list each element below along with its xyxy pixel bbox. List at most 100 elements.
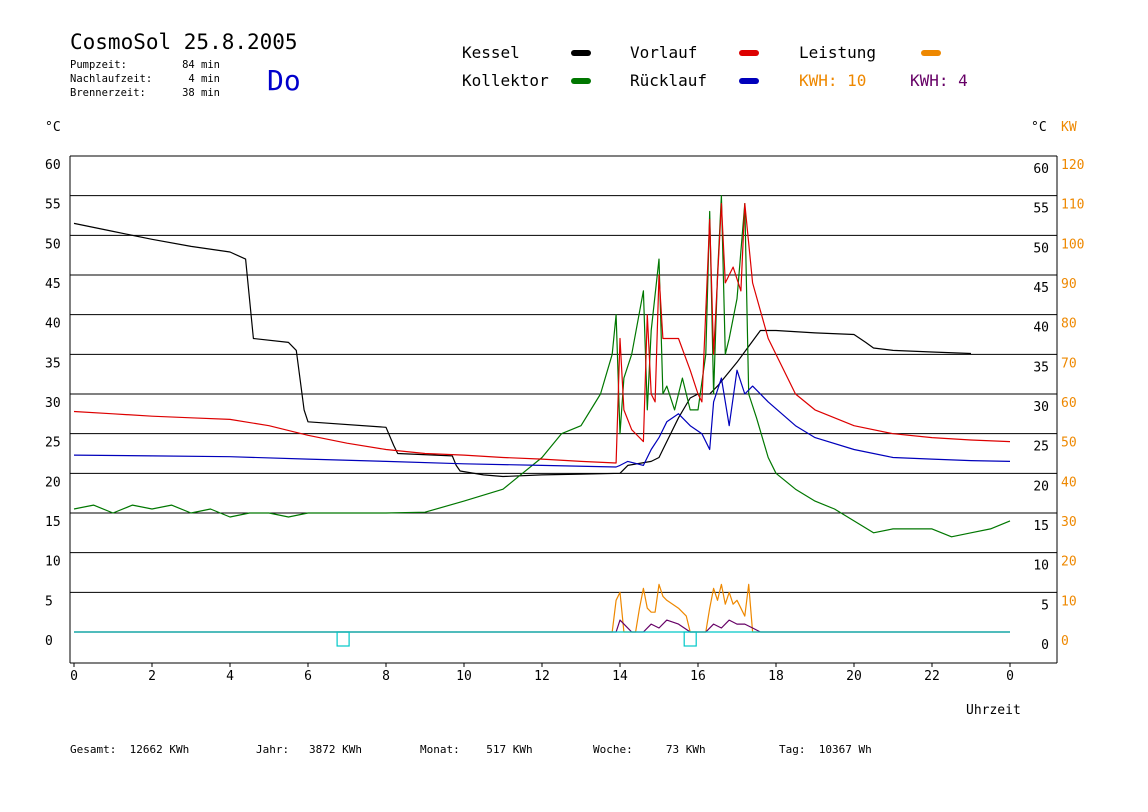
y-tick-label-right: 20 [1033,479,1049,494]
y-tick-label-right: 30 [1033,400,1049,415]
power-tick-label: 90 [1061,277,1077,292]
legend-ruecklauf-swatch [739,78,759,84]
page-title: CosmoSol 25.8.2005 [70,30,298,54]
y-tick-label-left: 25 [45,436,61,451]
series-line-kollektor [73,195,1011,538]
power-tick-label: 60 [1061,396,1077,411]
footer-monat-value: 517 KWh [486,743,533,756]
footer-tag-value: 10367 Wh [818,743,872,756]
x-tick-label: 10 [456,669,472,684]
x-tick-label: 8 [382,669,390,684]
stat-label: Nachlaufzeit: [70,73,153,85]
y-axis-unit-right: °C [1031,120,1047,135]
x-tick-label: 18 [768,669,784,684]
x-tick-label: 12 [534,669,550,684]
y-tick-label-left: 50 [45,237,61,252]
x-tick-label: 20 [846,669,862,684]
x-tick-label: 6 [304,669,312,684]
power-axis-unit: KW [1061,120,1077,135]
power-tick-label: 30 [1061,515,1077,530]
legend-ruecklauf-label: Rücklauf [630,71,708,90]
y-tick-label-right: 40 [1033,321,1049,336]
footer-monat: Monat: 517 KWh [420,743,533,756]
weekday-label: Do [267,64,301,97]
y-tick-label-right: 50 [1033,241,1049,256]
x-tick-label: 16 [690,669,706,684]
power-tick-label: 0 [1061,634,1069,649]
y-tick-label-right: 60 [1033,162,1049,177]
power-tick-label: 10 [1061,594,1077,609]
y-tick-label-right: 5 [1041,598,1049,613]
y-tick-label-left: 45 [45,277,61,292]
footer-gesamt-label: Gesamt: [70,743,117,756]
footer-jahr-value: 3872 KWh [309,743,362,756]
footer-monat-label: Monat: [420,743,460,756]
y-tick-label-left: 0 [45,634,53,649]
y-tick-label-right: 55 [1033,202,1049,217]
y-tick-label-right: 0 [1041,638,1049,653]
x-tick-label: 22 [924,669,940,684]
power-tick-label: 20 [1061,555,1077,570]
x-tick-label: 0 [1006,669,1014,684]
pump-marker [683,631,697,647]
y-tick-label-right: 15 [1033,519,1049,534]
series-line-kwh2 [74,619,1010,633]
legend-leistung-swatch [921,50,941,56]
y-tick-label-left: 10 [45,555,61,570]
legend-kollektor-label: Kollektor [462,71,549,90]
y-tick-label-left: 15 [45,515,61,530]
power-tick-label: 110 [1061,198,1084,213]
series-line-leistung [74,583,1010,633]
footer-woche-label: Woche: [593,743,633,756]
legend-kessel-swatch [571,50,591,56]
legend-leistung-label: Leistung [799,43,877,62]
footer-woche: Woche: 73 KWh [593,743,706,756]
stat-value: 4 min [188,73,220,85]
footer-gesamt-value: 12662 KWh [129,743,190,756]
legend-kwh-secondary: KWH: 4 [910,71,968,90]
y-tick-label-left: 55 [45,198,61,213]
legend-vorlauf-label: Vorlauf [630,43,698,62]
power-tick-label: 50 [1061,436,1077,451]
x-tick-label: 2 [148,669,156,684]
y-tick-label-left: 30 [45,396,61,411]
y-tick-label-left: 20 [45,475,61,490]
legend-vorlauf-swatch [739,50,759,56]
power-tick-label: 70 [1061,356,1077,371]
power-tick-label: 100 [1061,237,1084,252]
series-line-vorlauf [73,203,1011,464]
x-tick-label: 14 [612,669,628,684]
y-tick-label-left: 35 [45,356,61,371]
y-tick-label-right: 35 [1033,360,1049,375]
stat-row: Nachlaufzeit: 4 min [70,72,220,86]
y-tick-label-left: 5 [45,594,53,609]
y-tick-label-right: 10 [1033,559,1049,574]
footer-gesamt: Gesamt: 12662 KWh [70,743,189,756]
legend-kwh-total: KWH: 10 [799,71,867,90]
y-tick-label-right: 25 [1033,440,1049,455]
series-line-ruecklauf [73,369,1011,468]
legend-kollektor-swatch [571,78,591,84]
footer-woche-value: 73 KWh [665,743,706,756]
y-axis-unit-left: °C [45,120,61,135]
stats-block: Pumpzeit: 84 min Nachlaufzeit: 4 min Brenn… [70,58,220,100]
stat-row: Pumpzeit: 84 min [70,58,220,72]
power-tick-label: 40 [1061,475,1077,490]
x-tick-label: 4 [226,669,234,684]
power-tick-label: 120 [1061,158,1084,173]
stat-label: Brennerzeit: [70,87,146,99]
series-line-kessel [73,222,972,478]
y-tick-label-right: 45 [1033,281,1049,296]
pump-marker [336,631,350,647]
y-tick-label-left: 40 [45,317,61,332]
footer-tag: Tag: 10367 Wh [779,743,872,756]
legend-kessel-label: Kessel [462,43,520,62]
footer-jahr: Jahr: 3872 KWh [256,743,362,756]
x-axis-label: Uhrzeit [966,703,1021,718]
x-tick-label: 0 [70,669,78,684]
stat-value: 84 min [182,59,220,71]
power-tick-label: 80 [1061,317,1077,332]
stat-label: Pumpzeit: [70,59,127,71]
footer-tag-label: Tag: [779,743,806,756]
